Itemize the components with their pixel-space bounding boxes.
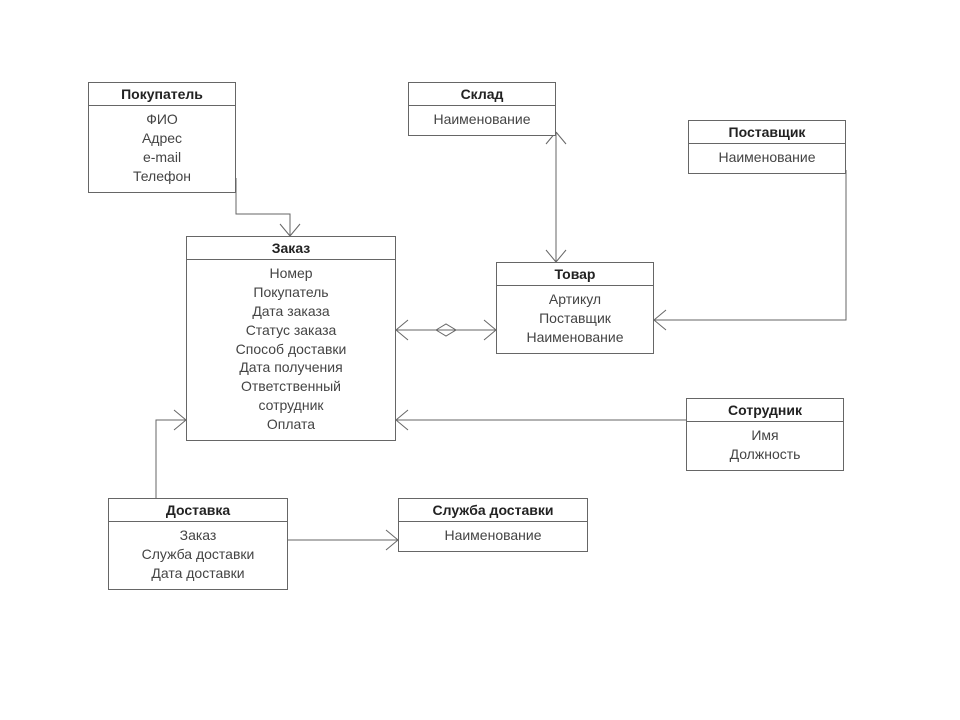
entity-employee-attrs: Имя Должность [687, 422, 843, 470]
entity-order-title: Заказ [187, 237, 395, 260]
attr: Адрес [97, 129, 227, 148]
entity-product-attrs: Артикул Поставщик Наименование [497, 286, 653, 353]
entity-delivery-service-attrs: Наименование [399, 522, 587, 551]
edge-buyer-order [236, 178, 290, 236]
entity-buyer-title: Покупатель [89, 83, 235, 106]
attr: Дата доставки [117, 564, 279, 583]
attr: Наименование [505, 328, 645, 347]
attr: Дата заказа [195, 302, 387, 321]
entity-delivery-service: Служба доставки Наименование [398, 498, 588, 552]
entity-employee: Сотрудник Имя Должность [686, 398, 844, 471]
edge-supplier-product [654, 170, 846, 320]
attr: Статус заказа [195, 321, 387, 340]
attr: Способ доставки [195, 340, 387, 359]
attr: Наименование [697, 148, 837, 167]
er-diagram-canvas: Покупатель ФИО Адрес e-mail Телефон Скла… [0, 0, 960, 720]
attr: e-mail [97, 148, 227, 167]
attr: Наименование [417, 110, 547, 129]
entity-delivery-service-title: Служба доставки [399, 499, 587, 522]
entity-buyer-attrs: ФИО Адрес e-mail Телефон [89, 106, 235, 192]
entity-supplier: Поставщик Наименование [688, 120, 846, 174]
attr: Телефон [97, 167, 227, 186]
attr: ФИО [97, 110, 227, 129]
entity-order: Заказ Номер Покупатель Дата заказа Стату… [186, 236, 396, 441]
entity-warehouse: Склад Наименование [408, 82, 556, 136]
entity-delivery-title: Доставка [109, 499, 287, 522]
entity-supplier-attrs: Наименование [689, 144, 845, 173]
entity-buyer: Покупатель ФИО Адрес e-mail Телефон [88, 82, 236, 193]
attr: Поставщик [505, 309, 645, 328]
entity-product: Товар Артикул Поставщик Наименование [496, 262, 654, 354]
attr: Заказ [117, 526, 279, 545]
entity-warehouse-title: Склад [409, 83, 555, 106]
entity-warehouse-attrs: Наименование [409, 106, 555, 135]
attr: сотрудник [195, 396, 387, 415]
attr: Номер [195, 264, 387, 283]
attr: Покупатель [195, 283, 387, 302]
entity-order-attrs: Номер Покупатель Дата заказа Статус зака… [187, 260, 395, 440]
attr: Должность [695, 445, 835, 464]
entity-supplier-title: Поставщик [689, 121, 845, 144]
edge-delivery-order [156, 420, 186, 498]
attr: Дата получения [195, 358, 387, 377]
attr: Артикул [505, 290, 645, 309]
entity-product-title: Товар [497, 263, 653, 286]
entity-delivery: Доставка Заказ Служба доставки Дата дост… [108, 498, 288, 590]
attr: Оплата [195, 415, 387, 434]
attr: Наименование [407, 526, 579, 545]
attr: Имя [695, 426, 835, 445]
attr: Служба доставки [117, 545, 279, 564]
entity-delivery-attrs: Заказ Служба доставки Дата доставки [109, 522, 287, 589]
entity-employee-title: Сотрудник [687, 399, 843, 422]
attr: Ответственный [195, 377, 387, 396]
